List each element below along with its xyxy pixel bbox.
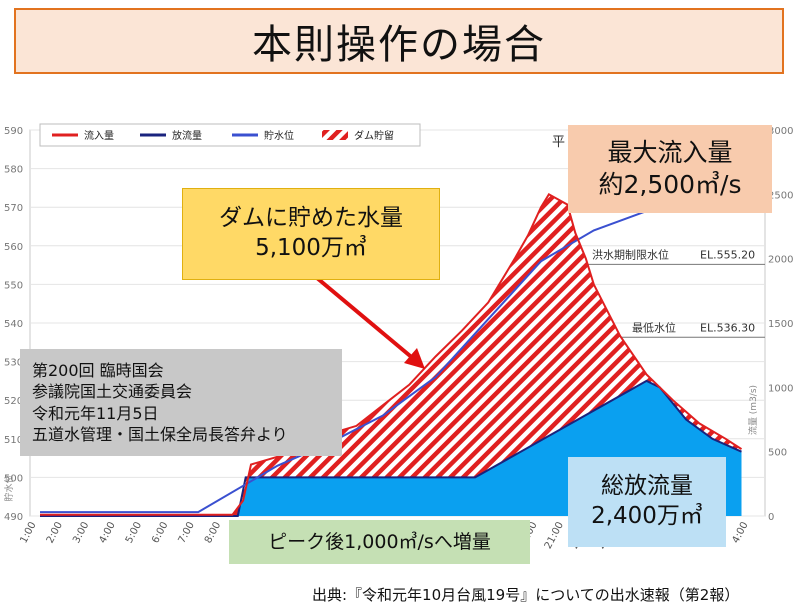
legend-label: 流入量 (84, 129, 114, 142)
left-tick-label: 570 (4, 203, 23, 214)
title-banner: 本則操作の場合 (14, 8, 784, 74)
reference-line-value: EL.536.30 (700, 321, 755, 334)
reference-line-label: 最低水位 (632, 320, 676, 334)
right-tick-label: 0 (768, 512, 774, 523)
source-note-box: 第200回 臨時国会 参議院国土交通委員会 令和元年11月5日 五道水管理・国土… (20, 349, 342, 456)
left-tick-label: 590 (4, 126, 23, 137)
max-inflow-title: 最大流入量 (607, 137, 733, 167)
plot-area (40, 192, 743, 517)
stored-volume-value: 5,100万㎥ (255, 235, 367, 261)
stored-volume-callout: ダムに貯めた水量 5,100万㎥ (182, 188, 440, 280)
left-tick-label: 580 (4, 165, 23, 176)
x-tick-label: 7:00 (177, 520, 197, 545)
right-tick-label: 3000 (768, 126, 793, 137)
x-tick-label: 8:00 (203, 520, 223, 545)
reference-lines: 洪水期制限水位 EL.555.20 最低水位 EL.536.30 (580, 247, 765, 338)
left-tick-label: 510 (4, 435, 23, 446)
peak-increase-text: ピーク後1,000㎥/sへ増量 (268, 530, 491, 553)
reference-line-value: EL.555.20 (700, 248, 755, 261)
left-tick-label: 550 (4, 280, 23, 291)
left-tick-label: 490 (4, 512, 23, 523)
left-tick-label: 520 (4, 396, 23, 407)
legend-label: ダム貯留 (354, 129, 394, 142)
total-outflow-value: 2,400万㎥ (591, 503, 703, 529)
left-tick-label: 530 (4, 358, 23, 369)
right-tick-label: 2000 (768, 255, 793, 266)
legend: 流入量 放流量 貯水位 ダム貯留 (39, 123, 421, 147)
peak-increase-callout: ピーク後1,000㎥/sへ増量 (229, 520, 530, 564)
legend-swatch (322, 130, 348, 140)
left-tick-label: 560 (4, 242, 23, 253)
right-axis-title: 流量 (m3/s) (747, 385, 759, 435)
water-level-line (40, 202, 674, 514)
max-inflow-callout: 最大流入量 約2,500㎥/s (568, 125, 772, 213)
x-tick-label: 4:00 (730, 520, 750, 545)
source-note-line: 第200回 臨時国会 (32, 360, 164, 380)
right-tick-label: 1500 (768, 319, 793, 330)
right-tick-label: 2500 (768, 190, 793, 201)
outflow-area (40, 380, 742, 516)
source-note-line: 五道水管理・国土保全局長答弁より (32, 424, 288, 444)
legend-label: 放流量 (172, 129, 202, 142)
x-tick-label: 5:00 (124, 520, 144, 545)
source-note-line: 令和元年11月5日 (32, 403, 159, 423)
total-outflow-title: 総放流量 (601, 473, 693, 500)
max-inflow-value: 約2,500㎥/s (598, 170, 742, 199)
inflow-line (40, 192, 743, 516)
top-label: 平 (552, 135, 565, 150)
x-tick-label: 2:00 (45, 520, 65, 545)
total-outflow-callout: 総放流量 2,400万㎥ (568, 457, 726, 547)
source-note-line: 参議院国土交通委員会 (32, 382, 193, 402)
callout-arrow (315, 276, 417, 362)
legend-label: 貯水位 (264, 129, 294, 142)
x-tick-label: 21:00 (543, 520, 566, 551)
reference-line-label: 洪水期制限水位 (592, 247, 669, 261)
page-title: 本則操作の場合 (252, 22, 546, 68)
dam-storage-area (40, 194, 742, 517)
left-tick-label: 500 (4, 473, 23, 484)
left-tick-label: 540 (4, 319, 23, 330)
source-citation: 出典:『令和元年10月台風19号』についての出水速報（第2報） (312, 586, 740, 604)
x-tick-label: 3:00 (71, 520, 91, 545)
left-axis-title: 貯水位 (3, 474, 15, 501)
x-tick-label: 6:00 (150, 520, 170, 545)
right-tick-label: 1000 (768, 383, 793, 394)
right-tick-label: 500 (768, 448, 787, 459)
x-tick-label: 4:00 (97, 520, 117, 545)
x-tick-label: 1:00 (18, 520, 38, 545)
callout-arrow-head (404, 348, 425, 369)
stored-volume-title: ダムに貯めた水量 (219, 205, 403, 232)
legend-box (39, 123, 421, 147)
